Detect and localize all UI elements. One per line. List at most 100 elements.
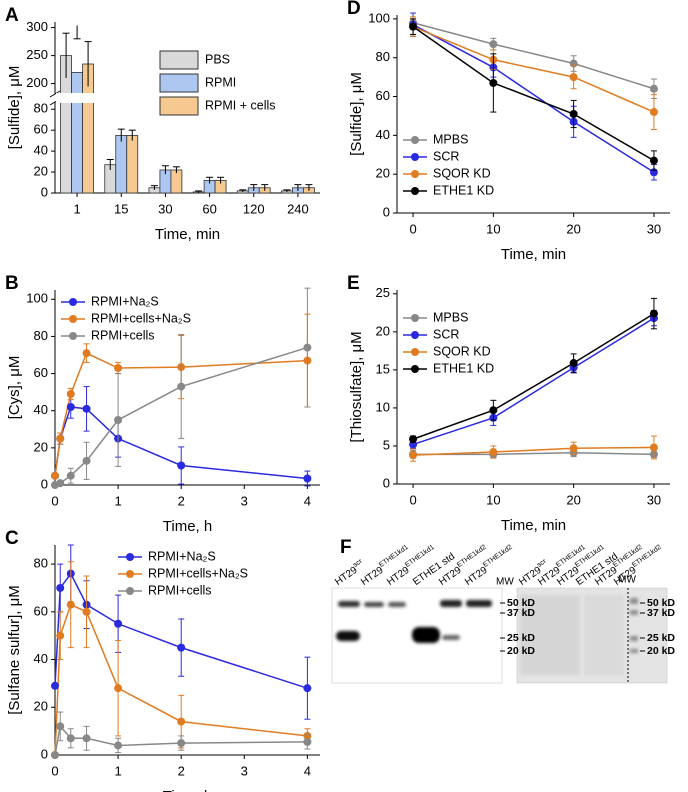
- y-tick-label: 60: [376, 88, 390, 103]
- x-tick-label: 2: [178, 763, 185, 778]
- legend-marker: [126, 587, 134, 595]
- legend-swatch: [159, 73, 199, 93]
- bands-right: [520, 595, 638, 675]
- legend-marker: [411, 153, 419, 161]
- legend-label: RPMI+cells+Na₂S: [91, 311, 191, 325]
- mw-marker: 20 kD: [647, 645, 675, 657]
- axis-break: [49, 90, 61, 98]
- mw-label: MW: [496, 577, 514, 588]
- y-tick-label: 100: [368, 10, 390, 25]
- marker: [569, 444, 578, 453]
- marker: [409, 435, 418, 444]
- mw-marker: 50 kD: [507, 597, 535, 609]
- legend-marker: [411, 136, 419, 144]
- legend-label: ETHE1 KD: [433, 361, 494, 375]
- y-tick-label: 80: [34, 556, 48, 571]
- mw-marker: 37 kD: [507, 607, 535, 619]
- marker: [56, 434, 65, 443]
- y-tick-label: 300: [26, 19, 48, 34]
- y-tick-label: 250: [26, 47, 48, 62]
- panel-label: A: [5, 5, 19, 26]
- x-tick-label: 10: [486, 492, 500, 507]
- series-line: [413, 446, 654, 456]
- marker: [82, 349, 91, 358]
- marker: [569, 110, 578, 118]
- y-axis-label: [Sulfane sulfur], μM: [6, 585, 23, 715]
- x-tick-label: 20: [566, 221, 580, 236]
- x-tick-label: 30: [158, 201, 172, 216]
- y-tick-label: 0: [383, 475, 390, 490]
- y-tick-label: 40: [34, 402, 48, 417]
- mw-label: MW: [618, 575, 636, 586]
- legend-label: RPMI+cells: [91, 328, 155, 342]
- lane-sup: scr: [352, 558, 364, 569]
- marker: [303, 737, 312, 746]
- mw-marker: 25 kD: [507, 632, 535, 644]
- mw-marker: 37 kD: [647, 607, 675, 619]
- series-line: [412, 22, 655, 90]
- legend-label: SQOR KD: [433, 166, 491, 180]
- panel-label: B: [5, 273, 19, 294]
- legend-marker: [411, 365, 419, 373]
- marker: [56, 722, 65, 731]
- marker: [177, 643, 186, 652]
- x-tick-label: 4: [304, 763, 311, 778]
- marker: [303, 474, 312, 483]
- legend-label: SQOR KD: [433, 344, 491, 358]
- series-line: [412, 26, 655, 162]
- y-tick-label: 40: [34, 651, 48, 666]
- x-tick-label: 120: [243, 201, 265, 216]
- y-tick-label: 20: [34, 439, 48, 454]
- x-axis-label: Time, h: [163, 788, 212, 792]
- x-tick-label: 20: [566, 492, 580, 507]
- marker: [66, 471, 75, 480]
- legend-label: RPMI+cells: [148, 583, 212, 597]
- panel-label: D: [347, 0, 361, 19]
- legend-label: MPBS: [433, 310, 468, 324]
- panel-label: C: [5, 528, 19, 549]
- x-tick-label: 10: [486, 221, 500, 236]
- legend-label: RPMI+Na₂S: [91, 294, 159, 308]
- marker: [489, 78, 498, 87]
- y-tick-label: 0: [41, 476, 48, 491]
- y-tick-label: 15: [376, 361, 390, 376]
- marker: [649, 309, 658, 318]
- marker: [114, 741, 123, 750]
- y-tick-label: 0: [41, 746, 48, 761]
- y-tick-label: 100: [26, 291, 48, 306]
- bar: [71, 72, 83, 194]
- x-tick-label: 1: [73, 201, 80, 216]
- marker: [66, 403, 75, 411]
- y-tick-label: 25: [376, 285, 390, 300]
- y-tick-label: 60: [34, 122, 48, 137]
- y-tick-label: 200: [26, 75, 48, 90]
- x-tick-label: 2: [178, 493, 185, 508]
- bar: [170, 169, 183, 194]
- y-axis-label: [Sulfide], μM: [348, 72, 365, 156]
- legend-marker: [411, 314, 419, 322]
- x-axis-label: Time, min: [501, 517, 566, 534]
- x-tick-label: 60: [202, 201, 216, 216]
- legend-marker: [69, 315, 77, 323]
- x-tick-label: 3: [241, 493, 248, 508]
- x-tick-label: 0: [51, 763, 58, 778]
- marker: [649, 443, 658, 452]
- mw-marker: 50 kD: [647, 597, 675, 609]
- x-tick-label: 3: [241, 763, 248, 778]
- legend-marker: [411, 187, 419, 195]
- y-tick-label: 0: [383, 204, 390, 219]
- marker: [82, 456, 91, 465]
- legend-swatch: [159, 96, 199, 116]
- legend-marker: [411, 170, 419, 178]
- series-line: [412, 25, 655, 113]
- series-line: [412, 317, 655, 446]
- legend-label: SCR: [433, 149, 459, 163]
- series-line: [413, 452, 654, 456]
- x-tick-label: 4: [304, 493, 311, 508]
- legend-label: RPMI+Na₂S: [148, 549, 216, 563]
- legend-label: PBS: [205, 52, 230, 66]
- legend-label: ETHE1 KD: [433, 183, 494, 197]
- marker: [489, 406, 498, 415]
- legend-label: SCR: [433, 327, 459, 341]
